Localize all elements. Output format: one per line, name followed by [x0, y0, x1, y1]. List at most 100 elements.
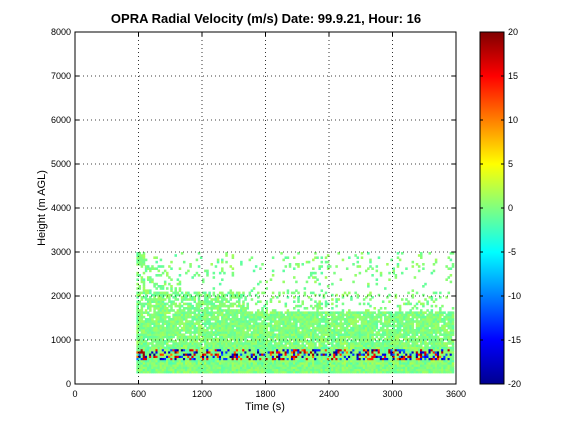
heatmap-cell [246, 311, 249, 314]
heatmap-cell [273, 318, 277, 321]
heatmap-cell [329, 362, 332, 365]
heatmap-cell [155, 331, 158, 334]
heatmap-cell [174, 311, 177, 314]
heatmap-cell [301, 348, 304, 352]
heatmap-cell [396, 368, 400, 372]
heatmap-cell [195, 293, 199, 297]
heatmap-cell [252, 326, 256, 330]
heatmap-cell [428, 370, 431, 374]
heatmap-cell [159, 335, 163, 339]
heatmap-cell [411, 315, 415, 319]
heatmap-cell [259, 368, 262, 372]
heatmap-cell [420, 324, 423, 328]
heatmap-cell [202, 329, 205, 332]
heatmap-cell [333, 329, 336, 332]
heatmap-cell [377, 359, 381, 363]
heatmap-cell [293, 307, 296, 310]
heatmap-cell [386, 355, 389, 358]
heatmap-cell [364, 315, 368, 319]
heatmap-cell [375, 344, 379, 347]
heatmap-cell [443, 318, 446, 321]
heatmap-cell [225, 344, 228, 347]
heatmap-cell [335, 315, 338, 319]
heatmap-cell [362, 322, 366, 325]
heatmap-cell [227, 346, 230, 350]
heatmap-cell [400, 355, 404, 358]
heatmap-cell [271, 355, 275, 358]
heatmap-cell [202, 348, 205, 352]
heatmap-cell [390, 351, 393, 354]
heatmap-cell [163, 346, 167, 350]
heatmap-cell [432, 318, 436, 321]
heatmap-cell [176, 282, 180, 286]
heatmap-cell [271, 344, 275, 347]
heatmap-cell [136, 287, 139, 290]
heatmap-cell [197, 333, 201, 336]
heatmap-cell [182, 368, 186, 372]
heatmap-cell [157, 296, 161, 299]
x-axis-ticks: 0 600 1200 1800 2400 3000 3600 [72, 32, 466, 399]
heatmap-cell [235, 309, 239, 312]
heatmap-cell [352, 357, 355, 361]
heatmap-cell [229, 298, 233, 301]
heatmap-cell [343, 313, 347, 317]
heatmap-cell [244, 366, 247, 369]
heatmap-cell [396, 326, 400, 330]
heatmap-cell [252, 357, 256, 361]
heatmap-cell [417, 357, 421, 361]
heatmap-cell [159, 355, 163, 358]
heatmap-cell [265, 331, 269, 334]
heatmap-cell [259, 351, 262, 354]
heatmap-cell [407, 320, 410, 323]
heatmap-cell [439, 364, 442, 367]
heatmap-cell [320, 324, 324, 328]
heatmap-cell [157, 357, 161, 361]
heatmap-cell [144, 359, 148, 363]
heatmap-cell [390, 342, 393, 345]
heatmap-cell [237, 344, 241, 347]
heatmap-cell [379, 329, 383, 332]
heatmap-cell [146, 362, 150, 365]
heatmap-cell [231, 324, 235, 328]
heatmap-cell [375, 318, 379, 321]
heatmap-cell [326, 351, 330, 354]
heatmap-cell [193, 364, 197, 367]
heatmap-cell [195, 344, 199, 347]
heatmap-cell [318, 351, 321, 354]
heatmap-cell [424, 359, 427, 363]
heatmap-cell [142, 287, 146, 290]
heatmap-cell [388, 324, 391, 328]
heatmap-cell [189, 293, 192, 297]
heatmap-cell [364, 269, 368, 273]
heatmap-cell [280, 344, 283, 347]
heatmap-cell [432, 353, 436, 356]
heatmap-cell [428, 335, 431, 339]
heatmap-cell [248, 326, 252, 330]
heatmap-cell [400, 322, 404, 325]
heatmap-cell [218, 291, 222, 295]
heatmap-cell [322, 342, 326, 345]
heatmap-cell [356, 311, 360, 314]
heatmap-cell [352, 342, 355, 345]
heatmap-cell [193, 300, 197, 303]
heatmap-cell [159, 300, 163, 303]
heatmap-cell [316, 364, 319, 367]
heatmap-cell [138, 337, 142, 341]
heatmap-cell [293, 346, 296, 350]
heatmap-cell [265, 307, 269, 310]
heatmap-cell [218, 335, 222, 339]
heatmap-cell [221, 355, 224, 358]
heatmap-cell [316, 362, 319, 365]
heatmap-cell [451, 322, 455, 325]
heatmap-cell [218, 313, 222, 317]
heatmap-cell [216, 364, 220, 367]
heatmap-cell [297, 291, 300, 295]
heatmap-cell [159, 342, 163, 345]
heatmap-cell [343, 329, 347, 332]
heatmap-cell [364, 322, 368, 325]
heatmap-cell [142, 258, 146, 262]
heatmap-cell [252, 329, 256, 332]
heatmap-cell [360, 348, 364, 352]
heatmap-cell [377, 333, 381, 336]
heatmap-cell [265, 357, 269, 361]
